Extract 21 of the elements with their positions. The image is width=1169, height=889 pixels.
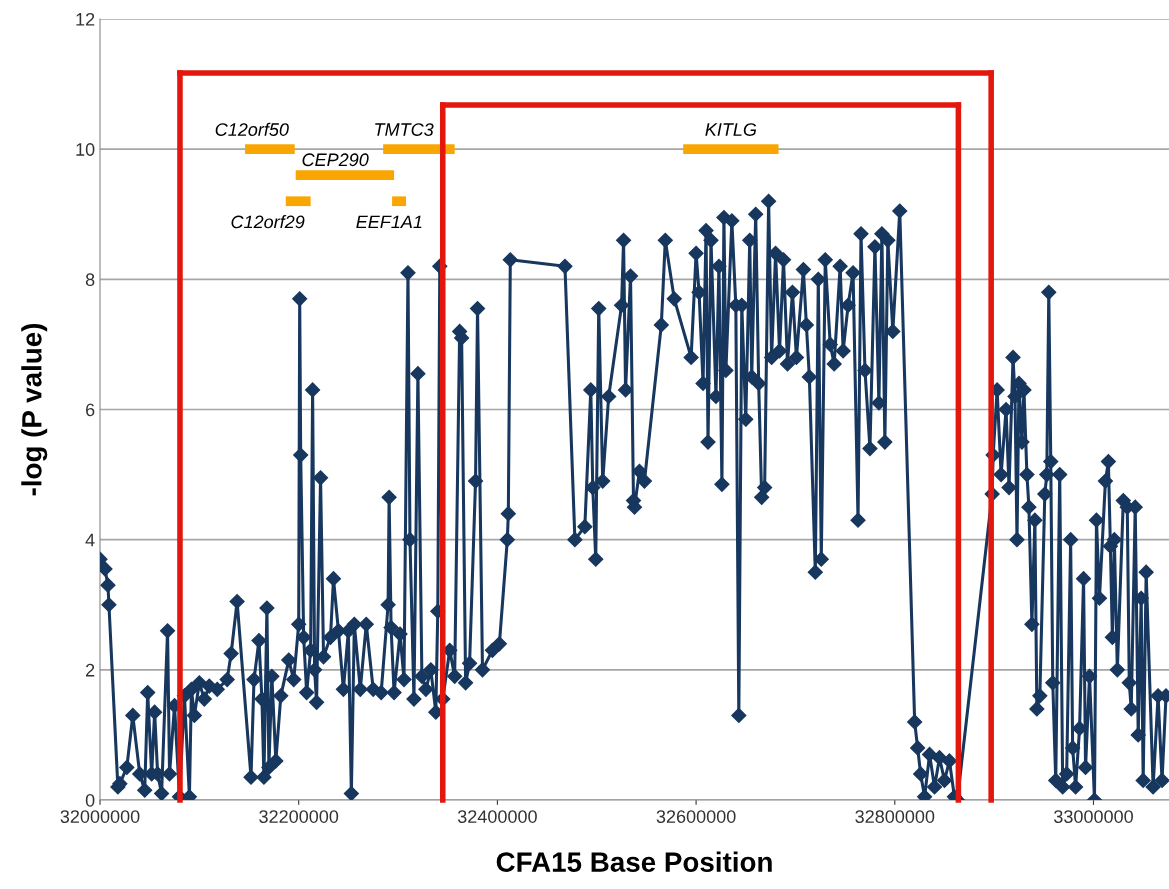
x-axis-title: CFA15 Base Position [496, 851, 772, 872]
y-tick-label: 0 [85, 793, 95, 807]
x-tick-label: 32000000 [60, 810, 140, 823]
x-tick-label: 32200000 [259, 810, 339, 823]
series-label: KITLG [705, 123, 757, 136]
series-label: TMTC3 [375, 123, 434, 136]
y-tick-label: 8 [85, 273, 95, 287]
series-label: C12orf29 [231, 215, 305, 229]
y-tick-label: 10 [76, 143, 95, 156]
series-label: CEP290 [302, 153, 369, 167]
x-tick-label: 33000000 [1054, 810, 1133, 823]
series-label: C12orf50 [215, 122, 289, 136]
y-axis-title: -log (P value) [21, 323, 48, 496]
x-tick-label: 32400000 [457, 810, 537, 823]
y-tick-label: 12 [76, 12, 95, 26]
x-tick-label: 32800000 [855, 810, 935, 823]
series-label: EEF1A1 [356, 215, 422, 229]
y-tick-label: 2 [86, 663, 95, 677]
x-tick-label: 32600000 [656, 810, 736, 823]
y-tick-label: 4 [85, 533, 95, 547]
y-tick-label: 6 [86, 403, 95, 417]
